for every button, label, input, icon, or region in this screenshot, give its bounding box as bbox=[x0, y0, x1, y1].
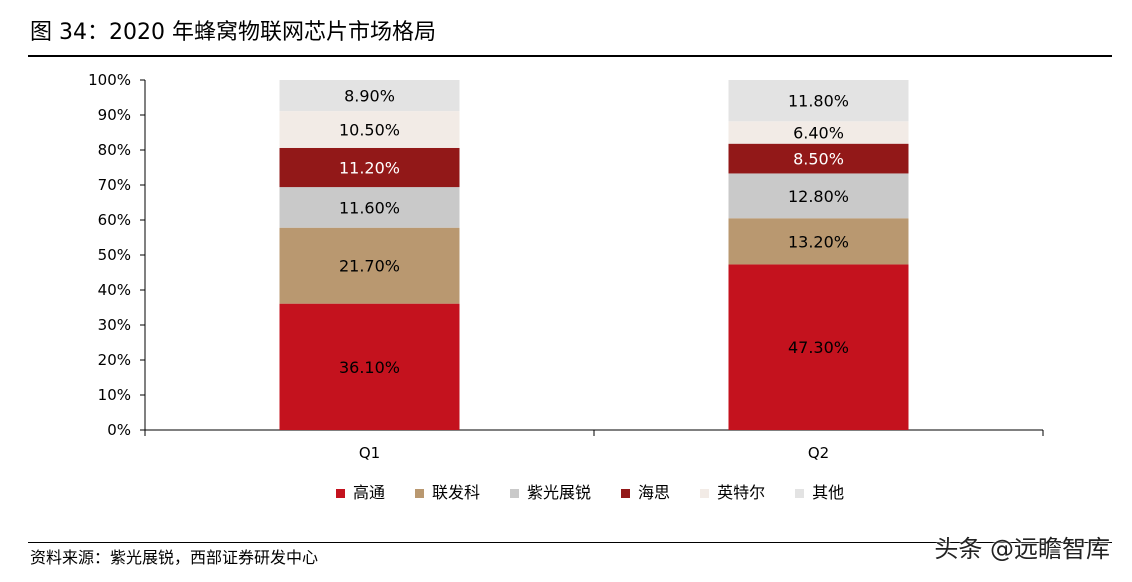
y-tick-label: 70% bbox=[98, 176, 131, 194]
bar-segment-q2-高通 bbox=[728, 264, 909, 430]
legend-swatch bbox=[795, 488, 805, 498]
legend-item: 高通 bbox=[336, 482, 385, 504]
bar-segment-q1-海思 bbox=[279, 147, 460, 188]
data-label: 36.10% bbox=[339, 358, 400, 377]
legend-swatch bbox=[510, 488, 520, 498]
legend-item: 英特尔 bbox=[700, 482, 765, 504]
data-label: 11.60% bbox=[339, 198, 400, 217]
source-note: 资料来源：紫光展锐，西部证券研发中心 bbox=[30, 548, 319, 567]
legend-item: 海思 bbox=[621, 482, 670, 504]
legend-swatch bbox=[621, 488, 631, 498]
bar-segment-q2-海思 bbox=[728, 143, 909, 174]
data-label: 8.50% bbox=[793, 150, 844, 169]
legend-label: 英特尔 bbox=[717, 483, 766, 502]
y-tick-label: 20% bbox=[98, 351, 131, 369]
bar-segment-q1-联发科 bbox=[279, 227, 460, 304]
data-label: 12.80% bbox=[788, 187, 849, 206]
bar-segment-q2-联发科 bbox=[728, 218, 909, 265]
legend-label: 其他 bbox=[812, 483, 845, 502]
legend-item: 联发科 bbox=[415, 482, 480, 504]
legend-swatch bbox=[700, 488, 710, 498]
bar-segment-q1-其他 bbox=[279, 80, 460, 112]
bar-segment-q2-其他 bbox=[728, 80, 909, 122]
legend-swatch bbox=[336, 488, 345, 498]
y-tick-label: 90% bbox=[98, 106, 131, 124]
y-tick-label: 10% bbox=[98, 386, 131, 404]
legend-item: 其他 bbox=[795, 482, 844, 504]
legend-swatch bbox=[415, 488, 425, 498]
x-tick-label: Q1 bbox=[359, 444, 380, 462]
data-label: 21.70% bbox=[339, 257, 400, 276]
bar-segment-q1-紫光展锐 bbox=[279, 187, 460, 228]
data-label: 10.50% bbox=[339, 121, 400, 140]
chart-legend: 高通 联发科 紫光展锐 海思 英特尔 其他 bbox=[336, 482, 896, 504]
bar-segment-q2-紫光展锐 bbox=[728, 173, 909, 219]
y-tick-label: 80% bbox=[98, 141, 131, 159]
legend-label: 联发科 bbox=[432, 483, 481, 502]
y-tick-label: 40% bbox=[98, 281, 131, 299]
y-tick-label: 50% bbox=[98, 246, 131, 264]
legend-label: 高通 bbox=[353, 483, 386, 502]
data-label: 11.80% bbox=[788, 92, 849, 111]
data-label: 47.30% bbox=[788, 338, 849, 357]
data-label: 6.40% bbox=[793, 124, 844, 143]
data-label: 13.20% bbox=[788, 232, 849, 251]
title-divider bbox=[28, 55, 1112, 57]
bar-segment-q1-高通 bbox=[279, 303, 460, 430]
bar-segment-q1-英特尔 bbox=[279, 111, 460, 148]
footer-divider bbox=[28, 542, 1112, 543]
data-label: 11.20% bbox=[339, 159, 400, 178]
legend-label: 海思 bbox=[638, 483, 671, 502]
y-tick-label: 0% bbox=[107, 421, 131, 439]
y-tick-label: 100% bbox=[88, 71, 131, 89]
watermark: 头条 @远瞻智库 bbox=[934, 535, 1110, 563]
bar-segment-q2-英特尔 bbox=[728, 121, 909, 144]
legend-label: 紫光展锐 bbox=[527, 483, 592, 502]
chart-title: 图 34：2020 年蜂窝物联网芯片市场格局 bbox=[30, 20, 436, 45]
x-tick-label: Q2 bbox=[808, 444, 829, 462]
legend-item: 紫光展锐 bbox=[510, 482, 591, 504]
y-tick-label: 30% bbox=[98, 316, 131, 334]
data-label: 8.90% bbox=[344, 87, 395, 106]
y-tick-label: 60% bbox=[98, 211, 131, 229]
